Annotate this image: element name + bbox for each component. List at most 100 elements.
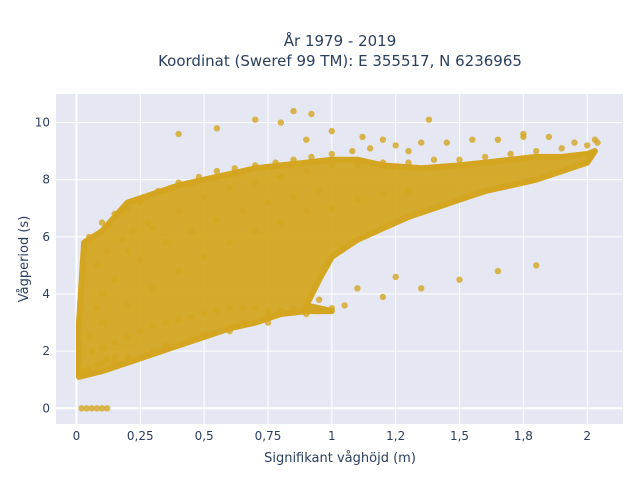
- x-tick-label: 0,25: [127, 429, 154, 443]
- data-point: [315, 187, 323, 195]
- data-point: [137, 199, 144, 206]
- data-point: [252, 162, 259, 169]
- data-point: [359, 133, 366, 141]
- data-point: [264, 313, 272, 321]
- data-point: [119, 236, 126, 243]
- data-point: [93, 262, 101, 269]
- chart-title-line-1: År 1979 - 2019: [284, 31, 397, 50]
- data-point: [175, 130, 182, 138]
- data-point: [481, 153, 489, 161]
- data-point: [252, 179, 259, 186]
- data-point: [149, 347, 157, 355]
- data-point: [195, 173, 203, 181]
- data-point: [252, 305, 259, 312]
- data-point: [290, 107, 297, 115]
- data-point: [124, 333, 131, 341]
- data-point: [213, 307, 221, 315]
- data-point: [188, 227, 195, 235]
- data-point: [98, 219, 106, 226]
- data-point: [78, 405, 85, 412]
- data-point: [103, 405, 111, 412]
- data-point: [200, 253, 208, 261]
- data-point: [277, 173, 284, 181]
- x-tick-label: 1,2: [386, 429, 405, 443]
- data-point: [239, 207, 246, 215]
- data-point: [405, 159, 412, 166]
- y-tick-label: 6: [42, 230, 50, 244]
- data-point: [303, 167, 310, 175]
- data-point: [231, 165, 238, 172]
- data-point: [328, 205, 335, 212]
- x-tick-label: 1: [328, 429, 336, 443]
- data-point: [200, 310, 208, 318]
- data-point: [98, 345, 106, 352]
- data-point: [264, 319, 272, 326]
- data-point: [111, 359, 118, 366]
- data-point: [405, 147, 412, 155]
- data-point: [571, 139, 578, 146]
- data-point: [308, 110, 315, 118]
- data-point: [226, 239, 233, 246]
- data-point: [303, 310, 310, 318]
- data-point: [328, 150, 335, 158]
- data-point: [349, 147, 356, 155]
- data-point: [86, 233, 93, 241]
- data-point: [175, 267, 182, 275]
- data-point: [264, 307, 272, 315]
- data-point: [83, 405, 90, 412]
- data-point: [533, 147, 540, 155]
- data-point: [494, 267, 502, 275]
- data-point: [162, 342, 169, 349]
- x-tick-label: 1,8: [514, 429, 533, 443]
- y-axis-title: Vågperiod (s): [17, 216, 32, 303]
- data-point: [252, 227, 259, 235]
- data-point: [443, 139, 450, 146]
- data-point: [119, 207, 126, 215]
- data-point: [103, 222, 111, 229]
- data-point: [129, 227, 136, 235]
- data-point: [328, 162, 335, 169]
- data-point: [354, 196, 361, 203]
- data-point: [303, 136, 310, 143]
- data-point: [239, 305, 246, 312]
- data-point: [93, 305, 101, 312]
- data-point: [494, 136, 502, 143]
- data-point: [379, 190, 387, 198]
- data-point: [430, 156, 438, 163]
- data-point: [277, 307, 284, 315]
- data-point: [103, 356, 111, 363]
- data-point: [88, 347, 96, 355]
- data-point: [137, 327, 144, 335]
- x-tick-label: 2: [583, 429, 591, 443]
- data-point: [379, 159, 387, 166]
- data-point: [405, 187, 412, 195]
- data-point: [111, 210, 118, 218]
- data-point: [584, 142, 591, 149]
- data-point: [264, 199, 272, 206]
- data-point: [290, 156, 297, 163]
- data-point: [200, 330, 208, 338]
- data-point: [137, 256, 144, 263]
- data-point: [103, 247, 111, 255]
- data-point: [469, 136, 476, 143]
- data-point: [379, 293, 387, 301]
- data-point: [124, 247, 131, 255]
- data-point: [88, 405, 96, 412]
- data-point: [315, 296, 323, 303]
- data-point: [277, 119, 284, 126]
- data-point: [558, 145, 565, 152]
- data-point: [111, 339, 118, 346]
- chart-title-line-2: Koordinat (Sweref 99 TM): E 355517, N 62…: [158, 52, 522, 70]
- data-point: [162, 239, 169, 246]
- data-point: [98, 359, 106, 366]
- data-point: [93, 362, 101, 369]
- x-tick-label: 0,5: [195, 429, 214, 443]
- data-point: [328, 127, 335, 135]
- data-point: [226, 185, 233, 192]
- data-point: [379, 136, 387, 143]
- x-tick-labels: 0 0,25 0,5 0,75 1 1,2 1,5 1,8 2: [73, 429, 591, 443]
- y-tick-label: 10: [35, 116, 50, 130]
- data-point: [591, 136, 599, 143]
- data-point: [144, 219, 152, 226]
